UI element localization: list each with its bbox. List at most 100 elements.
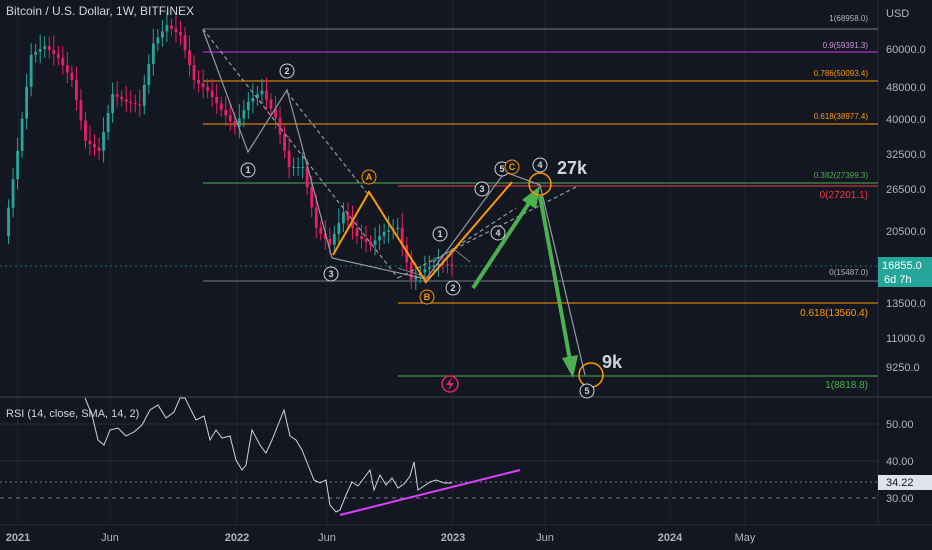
- svg-text:13500.0: 13500.0: [886, 298, 926, 310]
- svg-text:4: 4: [537, 160, 542, 170]
- svg-text:4: 4: [495, 228, 500, 238]
- candle-body: [11, 179, 15, 208]
- trend-channel[interactable]: [202, 28, 579, 279]
- candle-body: [52, 50, 56, 54]
- svg-text:16855.0: 16855.0: [882, 260, 922, 272]
- candle-body: [265, 90, 268, 100]
- candle-body: [88, 140, 92, 145]
- svg-text:May: May: [735, 532, 756, 544]
- svg-text:50.00: 50.00: [886, 419, 914, 431]
- candle-body: [56, 53, 60, 58]
- candle-body: [346, 212, 350, 221]
- candle-body: [233, 121, 237, 127]
- candle-body: [61, 57, 65, 66]
- svg-text:1: 1: [245, 165, 250, 175]
- rsi-label: RSI (14, close, SMA, 14, 2): [6, 408, 139, 420]
- symbol-title[interactable]: Bitcoin / U.S. Dollar, 1W, BITFINEX: [6, 4, 195, 18]
- candle-body: [151, 43, 155, 65]
- candle-body: [319, 227, 323, 234]
- candle-body: [93, 144, 96, 148]
- candle-body: [70, 72, 74, 81]
- wave-label-3-minor: 3: [474, 181, 490, 197]
- lightning-icon[interactable]: [441, 375, 459, 393]
- wave-label-2-major: 2: [279, 63, 295, 79]
- candle-body: [310, 187, 314, 208]
- candle-body: [215, 96, 219, 104]
- candle-body: [38, 49, 42, 52]
- rsi-line: [84, 397, 452, 513]
- candle-body: [97, 147, 101, 151]
- svg-text:2024: 2024: [658, 532, 683, 544]
- svg-text:26500.0: 26500.0: [886, 184, 926, 196]
- wave-label-1-minor: 1: [432, 226, 448, 242]
- price-axis[interactable]: USD 60000.0 48000.0 40000.0 32500.0 2650…: [886, 8, 926, 374]
- wave-label-3-major: 3: [323, 266, 339, 282]
- candle-body: [387, 230, 391, 232]
- candle-body: [129, 101, 133, 104]
- candle-body: [165, 25, 169, 32]
- svg-text:60000.0: 60000.0: [886, 44, 926, 56]
- candle-body: [256, 94, 259, 99]
- svg-text:2023: 2023: [441, 532, 465, 544]
- candle-body: [79, 100, 83, 121]
- time-axis[interactable]: 2021 Jun 2022 Jun 2023 Jun 2024 May: [6, 532, 756, 544]
- svg-text:2022: 2022: [225, 532, 249, 544]
- candle-body: [115, 94, 119, 97]
- candle-body: [219, 103, 223, 110]
- candle-body: [16, 150, 19, 180]
- ext-label-0-618: 0.618(13560.4): [800, 308, 868, 319]
- rsi-divergence-line: [339, 469, 521, 516]
- candle-body: [237, 118, 241, 127]
- candle-body: [47, 46, 51, 51]
- candle-body: [34, 51, 38, 55]
- fib-label-0-382: 0.382(27399.3): [814, 171, 869, 180]
- svg-text:40.00: 40.00: [886, 456, 914, 468]
- wave-label-4-minor: 4: [490, 225, 506, 241]
- annotation-27k: 27k: [557, 158, 588, 178]
- candle-body: [142, 84, 146, 106]
- svg-text:9250.0: 9250.0: [886, 362, 920, 374]
- svg-text:48000.0: 48000.0: [886, 82, 926, 94]
- candle-body: [337, 223, 341, 234]
- rsi-panel[interactable]: RSI (14, close, SMA, 14, 2): [0, 397, 878, 516]
- currency-label: USD: [886, 8, 909, 20]
- fib-retracement[interactable]: [203, 28, 878, 282]
- candle-body: [228, 115, 232, 122]
- candle-body: [274, 108, 277, 119]
- svg-text:11000.0: 11000.0: [886, 333, 925, 345]
- projection-arrows[interactable]: [471, 186, 578, 378]
- abc-wave[interactable]: [332, 181, 513, 284]
- svg-text:2021: 2021: [6, 532, 30, 544]
- candle-body: [183, 35, 187, 51]
- svg-text:B: B: [424, 292, 431, 302]
- wave-labels: 1 2 3 4 5 1 2 3 4 5 A B C: [240, 63, 595, 399]
- candle-body: [373, 240, 377, 245]
- candle-body: [84, 120, 87, 141]
- rsi-axis[interactable]: 50.00 40.00 30.00: [886, 419, 914, 505]
- candle-body: [156, 37, 160, 44]
- fib-label-0-786: 0.786(50093.4): [814, 69, 869, 78]
- extension-labels: 0(27201.1) 0.618(13560.4) 1(8818.8): [800, 190, 868, 391]
- elliott-wave-path[interactable]: [202, 29, 586, 376]
- fib-label-0-618: 0.618(38977.4): [814, 112, 869, 121]
- candle-body: [450, 264, 454, 266]
- svg-text:34.22: 34.22: [886, 477, 914, 489]
- candle-body: [382, 231, 386, 237]
- candle-body: [437, 263, 440, 266]
- candle-body: [138, 104, 142, 106]
- candle-body: [179, 32, 182, 36]
- candle-body: [251, 98, 255, 102]
- wave-label-a: A: [361, 169, 377, 185]
- svg-text:30.00: 30.00: [886, 493, 914, 505]
- svg-text:32500.0: 32500.0: [886, 149, 926, 161]
- candle-body: [192, 65, 196, 81]
- candle-body: [269, 99, 273, 109]
- fib-label-0-9: 0.9(59391.3): [823, 41, 869, 50]
- candle-body: [260, 90, 264, 95]
- wave-label-c: C: [504, 159, 520, 175]
- candle-body: [323, 233, 327, 240]
- candle-body: [7, 207, 10, 237]
- candle-body: [160, 31, 164, 38]
- candle-body: [111, 94, 115, 114]
